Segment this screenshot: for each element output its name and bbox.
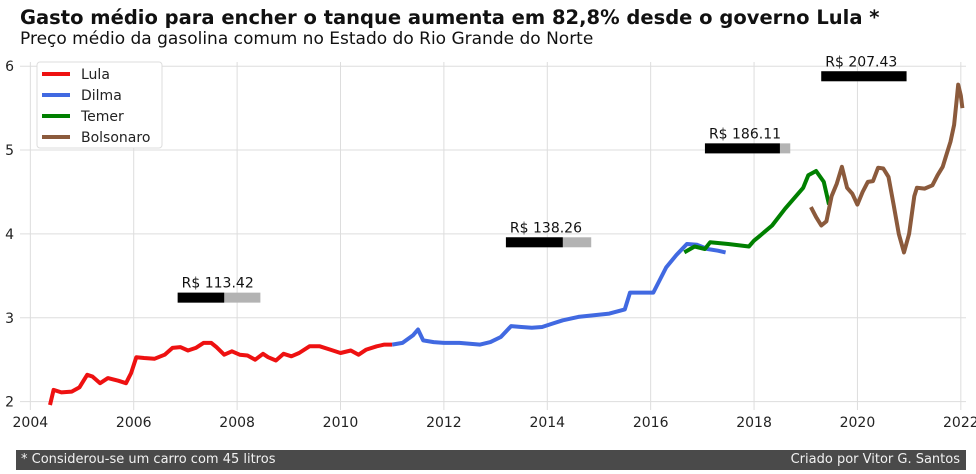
chart-title: Gasto médio para encher o tanque aumenta…: [20, 6, 880, 29]
y-tick-label: 3: [5, 311, 14, 327]
chart-subtitle: Preço médio da gasolina comum no Estado …: [20, 29, 594, 49]
annotations: R$ 113.42 R$ 138.26 R$ 186.11 R$ 207.43: [177, 54, 907, 303]
legend-label: Dilma: [81, 88, 122, 104]
footer-credit: Criado por Vitor G. Santos: [790, 452, 960, 467]
x-tick-label: 2004: [13, 415, 49, 431]
series-line-dilma: [391, 242, 727, 347]
grid: [20, 62, 966, 410]
x-tick-label: 2010: [323, 415, 359, 431]
legend-label: Bolsonaro: [81, 130, 150, 146]
cost-label: R$ 138.26: [510, 220, 582, 236]
legend-box: [36, 61, 163, 149]
cost-bar-fill: [177, 292, 225, 303]
legend-label: Lula: [81, 67, 110, 83]
x-tick-label: 2012: [426, 415, 462, 431]
footer: * Considerou-se um carro com 45 litros C…: [16, 450, 966, 470]
cost-bar-fill: [505, 237, 563, 248]
y-tick-label: 4: [5, 227, 14, 243]
series-lines: [48, 82, 965, 406]
x-tick-label: 2006: [116, 415, 152, 431]
x-tick-label: 2018: [736, 415, 772, 431]
y-tick-label: 2: [5, 395, 14, 411]
footer-note: * Considerou-se um carro com 45 litros: [21, 452, 276, 467]
series-line-bolsonaro: [809, 82, 965, 255]
cost-label: R$ 186.11: [709, 126, 781, 142]
series-line-temer: [683, 169, 831, 255]
x-tick-label: 2014: [529, 415, 565, 431]
legend: Lula Dilma Temer Bolsonaro: [36, 61, 163, 149]
y-tick-label: 6: [5, 59, 14, 75]
cost-bar-fill: [821, 71, 907, 82]
cost-bar-fill: [704, 143, 780, 154]
x-tick-label: 2008: [219, 415, 255, 431]
x-tick-label: 2022: [943, 415, 976, 431]
cost-label: R$ 113.42: [182, 276, 254, 292]
series-line-lula: [48, 340, 393, 406]
cost-label: R$ 207.43: [825, 54, 897, 70]
x-tick-label: 2016: [633, 415, 669, 431]
y-tick-label: 5: [5, 143, 14, 159]
legend-label: Temer: [80, 109, 124, 125]
axes: 2004 2006 2008 2010 2012 2014 2016 2018 2020 2022…: [5, 59, 976, 431]
x-tick-label: 2020: [840, 415, 876, 431]
